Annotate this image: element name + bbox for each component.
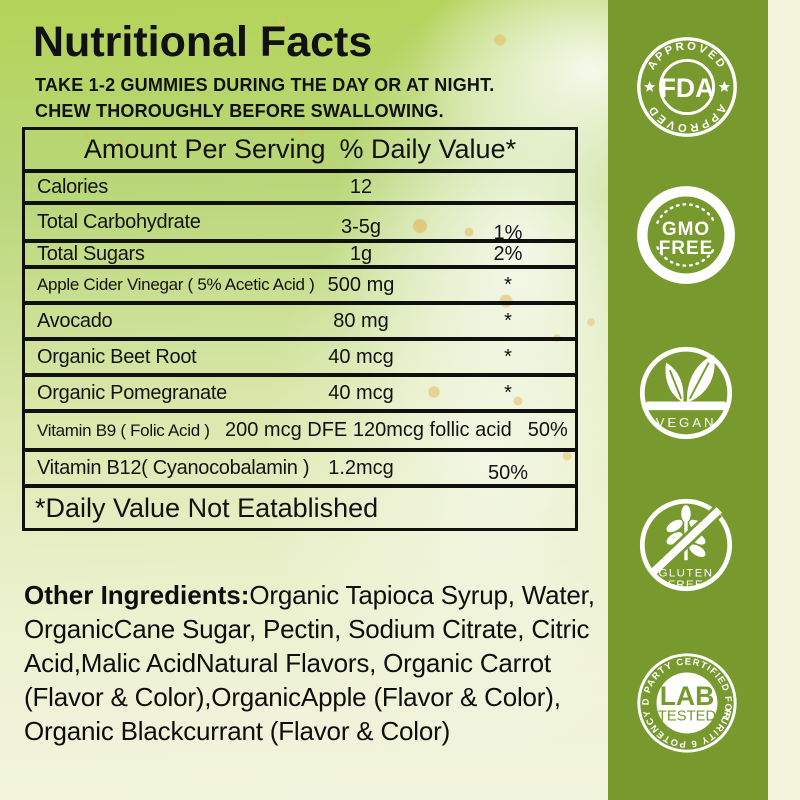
row-daily-value: * <box>504 309 512 332</box>
row-label: Apple Cider Vinegar ( 5% Acetic Acid ) <box>37 275 315 294</box>
svg-text:APPROVED: APPROVED <box>646 40 729 72</box>
directions-line-1: TAKE 1-2 GUMMIES DURING THE DAY OR AT NI… <box>35 75 495 95</box>
cream-edge-strip <box>768 0 800 800</box>
row-label: Avocado <box>37 309 113 332</box>
watercolor-background <box>0 0 608 800</box>
stamp-outer-ring <box>637 37 737 137</box>
other-ingredients-text: Organic Tapioca Syrup, Water, OrganicCan… <box>24 580 595 746</box>
row-amount: 3-5g <box>340 215 382 238</box>
row-label: Organic Pomegranate <box>37 381 227 404</box>
table-row: Apple Cider Vinegar ( 5% Acetic Acid ) 50… <box>25 265 575 301</box>
gluten-free-badge: GLUTEN FREE <box>639 498 733 592</box>
gluten-text-line2: FREE <box>668 579 704 591</box>
svg-text:APPROVED: APPROVED <box>646 102 729 134</box>
table-header: Amount Per Serving % Daily Value* <box>25 130 575 173</box>
stamp-inner-ring <box>658 58 716 116</box>
row-label: Total Carbohydrate <box>37 210 201 233</box>
leaf-vein <box>668 369 683 400</box>
leaf-vein <box>688 362 710 400</box>
lab-text-line1: LAB <box>660 681 715 711</box>
star-icon <box>644 81 656 92</box>
badge-ring <box>639 346 733 440</box>
stamp-inner-disc <box>656 672 718 734</box>
row-daily-value: 50% <box>487 461 529 484</box>
row-label: Organic Beet Root <box>37 345 197 368</box>
fda-arc-top-text: APPROVED <box>646 40 726 72</box>
fda-text: FDA <box>660 73 715 103</box>
nutrition-table: Amount Per Serving % Daily Value* Calori… <box>22 127 578 531</box>
row-daily-value: 1% <box>493 221 523 244</box>
facts-rows: Calories 12 Total Carbohydrate 3-5g 1% Total … <box>25 173 575 484</box>
header-daily-value: % Daily Value* <box>339 134 517 164</box>
table-row: Total Carbohydrate 3-5g 1% <box>25 201 575 244</box>
page-title: Nutritional Facts <box>33 18 373 66</box>
gluten-text-line1: GLUTEN <box>659 567 714 579</box>
directions-line-2: CHEW THOROUGHLY BEFORE SWALLOWING. <box>35 101 444 121</box>
table-row: Vitamin B9 ( Folic Acid ) 200 mcg DFE 120… <box>25 409 575 448</box>
badge-ring <box>637 186 735 284</box>
row-daily-value: * <box>504 273 512 296</box>
row-daily-value: 2% <box>493 243 523 265</box>
other-ingredients-heading: Other Ingredients: <box>24 580 250 610</box>
fda-arc-bottom-text: APPROVED <box>646 102 726 134</box>
vegan-text: VEGAN <box>656 415 717 430</box>
badge-ring <box>639 498 733 592</box>
row-label: Vitamin B9 ( Folic Acid ) <box>37 420 210 440</box>
table-row: Vitamin B12( Cyanocobalamin ) 1.2mcg 50% <box>25 448 575 484</box>
row-amount: 40 mcg <box>328 381 394 404</box>
usage-directions: TAKE 1-2 GUMMIES DURING THE DAY OR AT NI… <box>35 72 495 124</box>
daily-value-footnote: *Daily Value Not Eatablished <box>25 484 575 528</box>
dashed-arc-top <box>656 203 716 224</box>
row-amount: 80 mg <box>333 309 389 332</box>
row-label: Vitamin B12( Cyanocobalamin ) <box>37 456 310 479</box>
row-daily-value: * <box>504 345 512 368</box>
slash-icon <box>650 507 722 576</box>
stamp-outer-ring <box>637 653 737 753</box>
lab-tested-badge: 3RD PARTY CERTIFIED FOR PURITY 6 POTENCY… <box>628 644 737 753</box>
row-amount: 200 mcg DFE 120mcg follic acid <box>225 419 512 441</box>
vegan-badge: VEGAN <box>639 346 733 440</box>
row-daily-value: 50% <box>527 419 568 441</box>
row-amount: 1g <box>349 243 373 265</box>
row-amount: 500 mg <box>327 273 395 296</box>
row-daily-value: * <box>504 381 512 404</box>
header-amount-per-serving: Amount Per Serving <box>83 134 326 164</box>
vegan-bar <box>646 401 726 411</box>
fda-approved-badge: FDA APPROVED APPROVED <box>637 37 737 137</box>
table-row: Organic Pomegranate 40 mcg * <box>25 373 575 409</box>
row-label: Calories <box>37 175 108 198</box>
gmo-text-line1: GMO <box>662 219 710 240</box>
lab-text-line2: TESTED <box>658 709 716 725</box>
table-row: Total Sugars 1g 2% <box>25 239 575 265</box>
table-row: Calories 12 <box>25 173 575 201</box>
table-row: Avocado 80 mg * <box>25 301 575 337</box>
row-amount: 1.2mcg <box>328 456 394 479</box>
gmo-free-badge: GMO FREE <box>637 186 735 284</box>
row-amount: 12 <box>349 175 373 198</box>
dashed-arc-bottom <box>656 246 716 267</box>
other-ingredients: Other Ingredients:Organic Tapioca Syrup,… <box>24 578 602 748</box>
star-icon <box>718 81 730 92</box>
gmo-text-line2: FREE <box>659 238 713 259</box>
table-row: Organic Beet Root 40 mcg * <box>25 337 575 373</box>
row-label: Total Sugars <box>37 243 145 265</box>
row-amount: 40 mcg <box>328 345 394 368</box>
